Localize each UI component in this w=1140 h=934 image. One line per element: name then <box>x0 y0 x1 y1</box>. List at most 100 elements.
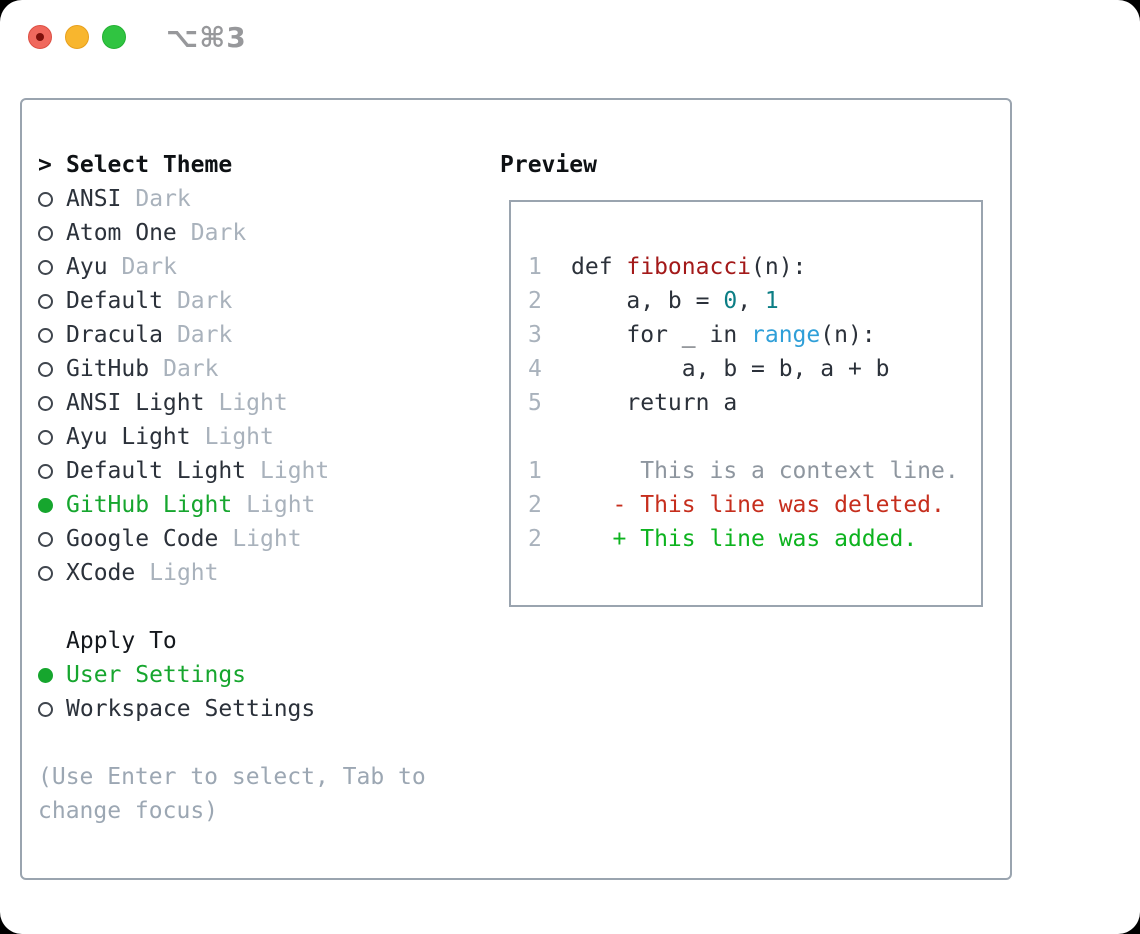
variant-tag: Dark <box>121 254 177 280</box>
radio-icon <box>38 327 66 343</box>
theme-option-default-light[interactable]: Default Light Light <box>38 454 478 488</box>
variant-tag: Dark <box>176 322 233 348</box>
line-number: 2 <box>528 288 542 314</box>
radio-icon <box>38 701 66 717</box>
variant-tag: Light <box>232 526 302 552</box>
titlebar: ⌥⌘3 <box>0 0 1140 76</box>
theme-list-column: > Select Theme ANSI Dark Atom One Dark Ayu Da… <box>38 148 478 828</box>
code-segment-fg: , <box>737 288 765 314</box>
option-label: XCode <box>66 560 136 586</box>
hint-text-line-1: (Use Enter to select, Tab to <box>38 764 426 790</box>
code-segment-fg: for _ in <box>571 322 752 348</box>
radio-icon <box>38 361 66 377</box>
preview-line: 1 def fibonacci(n): <box>528 250 981 284</box>
line-number: 1 <box>528 254 542 280</box>
close-button[interactable] <box>28 25 52 49</box>
window-title-shortcut: ⌥⌘3 <box>166 21 247 54</box>
spacer <box>38 726 478 760</box>
theme-option-github-light[interactable]: GitHub Light Light <box>38 488 478 522</box>
option-label: Google Code <box>66 526 219 552</box>
line-number: 2 <box>528 526 542 552</box>
option-label: User Settings <box>66 662 247 688</box>
option-label: Ayu Light <box>66 424 191 450</box>
spacer <box>38 590 478 624</box>
variant-tag: Light <box>260 458 330 484</box>
line-number: 5 <box>528 390 542 416</box>
option-label: Ayu <box>66 254 108 280</box>
line-number: 4 <box>528 356 542 382</box>
variant-tag: Light <box>204 424 274 450</box>
code-segment-fg: (n): <box>751 254 807 280</box>
theme-selector-panel: > Select Theme ANSI Dark Atom One Dark Ayu Da… <box>20 98 1012 880</box>
theme-option-ayu[interactable]: Ayu Dark <box>38 250 478 284</box>
code-segment-removed: - This line was deleted. <box>571 492 945 518</box>
radio-icon <box>38 293 66 309</box>
radio-icon <box>38 225 66 241</box>
radio-icon <box>38 429 66 445</box>
radio-icon <box>38 565 66 581</box>
code-segment-added: + This line was added. <box>571 526 918 552</box>
code-segment-function_red: fibonacci <box>626 254 752 280</box>
radio-icon <box>38 463 66 479</box>
variant-tag: Dark <box>176 288 233 314</box>
option-label: Dracula <box>66 322 163 348</box>
theme-option-ayu-light[interactable]: Ayu Light Light <box>38 420 478 454</box>
apply-option-user-settings[interactable]: User Settings <box>38 658 478 692</box>
theme-option-atom-one[interactable]: Atom One Dark <box>38 216 478 250</box>
code-segment-builtin_blue: range <box>751 322 821 348</box>
option-label: GitHub Light <box>66 492 233 518</box>
minimize-button[interactable] <box>65 25 89 49</box>
line-number: 1 <box>528 458 542 484</box>
radio-icon <box>38 259 66 275</box>
close-button-dot <box>36 33 44 41</box>
prompt-caret-icon: > <box>38 152 52 178</box>
apply-to-header-label: Apply To <box>66 628 177 654</box>
code-segment-number_teal: 0 <box>723 288 738 314</box>
preview-line: 1 This is a context line. <box>528 454 981 488</box>
maximize-button[interactable] <box>102 25 126 49</box>
preview-line: 2 - This line was deleted. <box>528 488 981 522</box>
variant-tag: Light <box>218 390 288 416</box>
code-segment-number_teal: 1 <box>764 288 779 314</box>
radio-icon <box>38 395 66 411</box>
hint-text-line-2: change focus) <box>38 798 219 824</box>
option-label: Default Light <box>66 458 247 484</box>
variant-tag: Dark <box>190 220 247 246</box>
apply-to-header: Apply To <box>38 624 478 658</box>
preview-line: 5 return a <box>528 386 981 420</box>
preview-line: 3 for _ in range(n): <box>528 318 981 352</box>
option-label: ANSI Light <box>66 390 205 416</box>
radio-selected-icon <box>38 497 66 513</box>
code-segment-fg: return a <box>571 390 738 416</box>
variant-tag: Light <box>149 560 219 586</box>
line-number: 3 <box>528 322 542 348</box>
theme-option-dracula[interactable]: Dracula Dark <box>38 318 478 352</box>
theme-option-github[interactable]: GitHub Dark <box>38 352 478 386</box>
radio-icon <box>38 191 66 207</box>
preview-header-label: Preview <box>500 152 597 178</box>
theme-option-xcode[interactable]: XCode Light <box>38 556 478 590</box>
apply-option-workspace-settings[interactable]: Workspace Settings <box>38 692 478 726</box>
theme-option-default[interactable]: Default Dark <box>38 284 478 318</box>
radio-selected-icon <box>38 667 66 683</box>
preview-line: 2 + This line was added. <box>528 522 981 556</box>
code-segment-fg: (n): <box>820 322 876 348</box>
option-label: Atom One <box>66 220 177 246</box>
apply-to-list: User Settings Workspace Settings <box>38 658 478 726</box>
select-theme-header: > Select Theme <box>38 148 478 182</box>
theme-list: ANSI Dark Atom One Dark Ayu Dark Default Dark Dr… <box>38 182 478 590</box>
option-label: Workspace Settings <box>66 696 316 722</box>
radio-icon <box>38 531 66 547</box>
theme-option-ansi[interactable]: ANSI Dark <box>38 182 478 216</box>
code-segment-fg: def <box>571 254 627 280</box>
theme-option-ansi-light[interactable]: ANSI Light Light <box>38 386 478 420</box>
preview-line: 4 a, b = b, a + b <box>528 352 981 386</box>
select-theme-header-label: Select Theme <box>66 152 233 178</box>
preview-blank-line <box>528 420 981 454</box>
variant-tag: Dark <box>135 186 191 212</box>
code-segment-context: This is a context line. <box>571 458 959 484</box>
theme-option-google-code[interactable]: Google Code Light <box>38 522 478 556</box>
option-label: Default <box>66 288 163 314</box>
